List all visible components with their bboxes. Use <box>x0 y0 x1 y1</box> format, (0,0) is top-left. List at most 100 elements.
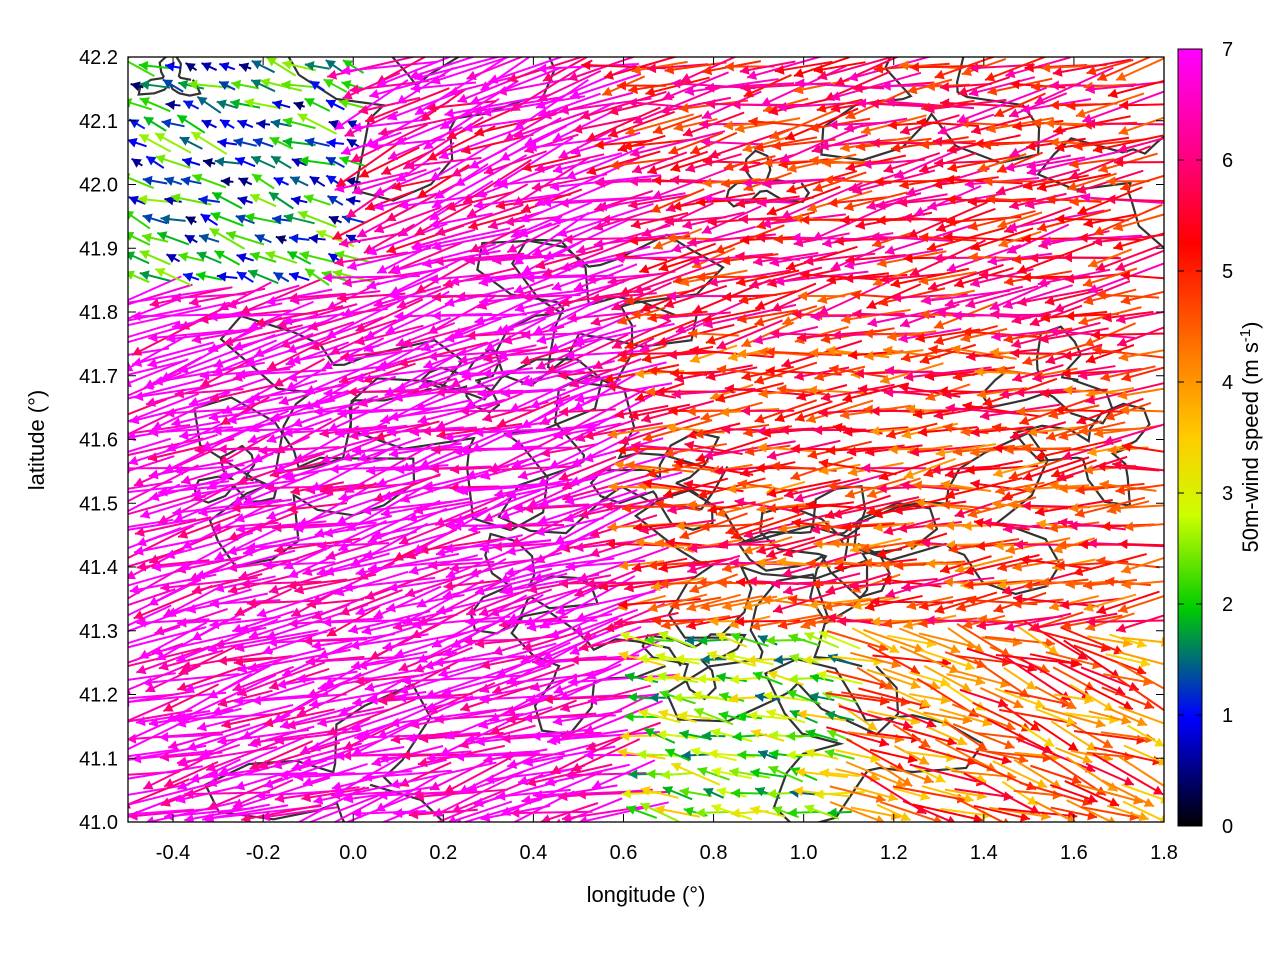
wind-arrow <box>219 118 235 129</box>
wind-arrow <box>968 76 1036 97</box>
wind-arrow <box>171 302 283 331</box>
wind-arrow <box>547 298 628 333</box>
wind-arrow <box>338 474 441 503</box>
wind-arrow <box>820 383 895 402</box>
wind-arrow <box>892 688 932 708</box>
wind-arrow <box>573 263 638 291</box>
wind-arrow <box>940 98 1028 109</box>
wind-arrow <box>756 536 816 555</box>
wind-arrow <box>999 701 1041 732</box>
wind-arrow <box>956 593 1012 612</box>
wind-arrow <box>867 305 957 328</box>
wind-arrow <box>1077 367 1142 381</box>
wind-arrow <box>420 88 467 122</box>
wind-arrow <box>662 786 693 801</box>
wind-arrow <box>991 499 1048 511</box>
wind-arrow <box>828 196 888 208</box>
wind-arrow <box>233 655 293 667</box>
wind-arrow <box>355 298 424 332</box>
wind-arrow <box>631 557 688 573</box>
wind-arrow <box>231 79 260 90</box>
wind-arrow <box>458 344 537 365</box>
wind-arrow <box>358 96 421 115</box>
wind-arrow <box>318 622 425 659</box>
wind-arrow <box>147 438 235 462</box>
wind-arrow <box>439 715 520 757</box>
wind-arrow <box>217 137 238 148</box>
wind-arrow <box>660 96 732 116</box>
wind-arrow <box>735 195 800 209</box>
wind-arrow <box>350 123 429 163</box>
x-axis: -0.4 -0.2 0.0 0.2 0.4 0.6 0.8 1.0 1.2 1.4 1.6 1.8 <box>156 57 1178 864</box>
wind-arrow <box>873 521 915 533</box>
wind-arrow <box>625 460 694 473</box>
wind-arrow <box>128 437 204 457</box>
wind-arrow <box>866 498 922 516</box>
wind-arrow <box>987 77 1053 96</box>
wind-arrow <box>244 212 282 225</box>
wind-arrow <box>395 354 491 392</box>
wind-arrow <box>784 107 859 141</box>
wind-arrow <box>845 154 907 172</box>
wind-arrow <box>418 357 505 389</box>
wind-arrow <box>990 309 1050 320</box>
x-axis-title: longitude (°) <box>587 882 706 907</box>
wind-arrow <box>369 74 446 99</box>
wind-arrow <box>618 415 701 446</box>
wind-arrow <box>138 133 172 153</box>
wind-arrow <box>591 759 656 790</box>
wind-arrow <box>406 731 481 744</box>
wind-arrow <box>970 114 1033 135</box>
wind-arrow <box>268 572 330 595</box>
wind-arrow <box>251 693 347 706</box>
wind-arrow <box>326 57 416 80</box>
wind-arrow <box>757 196 815 208</box>
wind-arrow <box>844 117 908 133</box>
wind-arrow <box>162 683 220 713</box>
wind-arrow <box>433 655 525 668</box>
x-tick-label: -0.2 <box>246 842 280 864</box>
wind-arrow <box>569 73 642 100</box>
wind-arrow <box>288 233 310 244</box>
wind-arrow <box>952 723 1015 750</box>
x-tick-label: 1.6 <box>1060 842 1088 864</box>
wind-arrow <box>992 460 1047 478</box>
wind-arrow <box>537 489 638 525</box>
wind-arrow <box>154 267 192 286</box>
wind-arrow <box>892 723 931 749</box>
wind-arrow <box>128 808 195 816</box>
wind-arrow <box>173 712 281 725</box>
wind-arrow <box>479 694 552 705</box>
wind-arrow <box>718 710 745 721</box>
wind-arrow <box>703 787 725 799</box>
wind-arrow <box>710 728 753 743</box>
wind-arrow <box>493 136 574 188</box>
wind-arrow <box>1106 194 1164 205</box>
wind-arrow <box>1117 595 1164 614</box>
wind-arrow <box>1059 597 1124 610</box>
wind-arrow <box>654 499 701 512</box>
wind-arrow <box>141 232 169 243</box>
wind-arrow <box>434 252 525 267</box>
wind-arrow <box>1050 459 1097 479</box>
wind-arrow <box>446 108 513 140</box>
wind-arrow <box>1055 746 1093 764</box>
wind-arrow <box>1116 326 1164 347</box>
wind-arrow <box>975 748 1029 764</box>
wind-arrow <box>786 731 822 742</box>
wind-arrow <box>774 400 833 423</box>
wind-arrow <box>913 765 946 783</box>
wind-arrow <box>561 694 650 740</box>
wind-arrow <box>875 193 948 211</box>
wind-arrow <box>154 132 192 154</box>
wind-arrow <box>405 569 482 598</box>
wind-arrow <box>482 368 585 379</box>
wind-arrow <box>625 113 694 136</box>
wind-arrow <box>715 382 784 403</box>
wind-arrow <box>443 754 515 794</box>
wind-arrow <box>131 341 215 367</box>
wind-arrow <box>339 155 368 168</box>
wind-arrow <box>130 81 144 92</box>
wind-arrow <box>754 282 817 310</box>
wind-arrow <box>155 154 191 169</box>
